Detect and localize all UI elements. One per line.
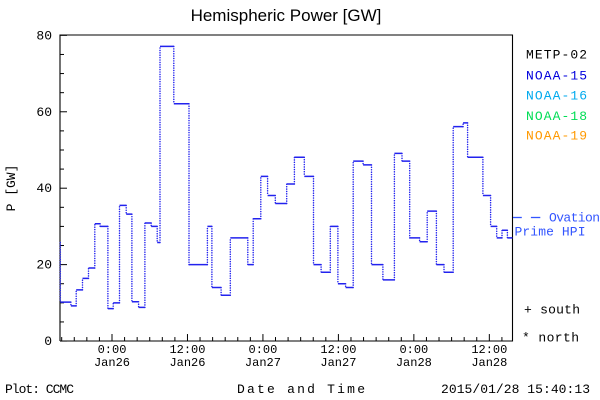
- svg-text:40: 40: [36, 181, 52, 196]
- svg-text:* north: * north: [522, 331, 579, 346]
- svg-text:Jan26: Jan26: [169, 356, 205, 370]
- svg-text:+ south: + south: [524, 303, 580, 318]
- svg-text:NOAA-16: NOAA-16: [526, 89, 587, 104]
- svg-text:60: 60: [36, 105, 52, 120]
- svg-text:P [GW]: P [GW]: [4, 165, 19, 212]
- svg-text:0: 0: [44, 334, 52, 349]
- svg-text:20: 20: [36, 258, 52, 273]
- svg-text:12:00: 12:00: [471, 343, 507, 357]
- svg-text:80: 80: [36, 28, 52, 43]
- svg-text:NOAA-18: NOAA-18: [526, 109, 587, 124]
- svg-text:NOAA-19: NOAA-19: [526, 129, 587, 144]
- svg-text:Jan28: Jan28: [471, 356, 507, 370]
- svg-text:Jan27: Jan27: [245, 356, 281, 370]
- svg-text:Ovation: Ovation: [549, 211, 600, 226]
- svg-text:0:00: 0:00: [98, 343, 127, 357]
- svg-text:Plot: CCMC: Plot: CCMC: [5, 382, 74, 397]
- svg-text:Prime HPI: Prime HPI: [515, 225, 586, 240]
- svg-text:12:00: 12:00: [169, 343, 205, 357]
- svg-text:NOAA-15: NOAA-15: [526, 68, 587, 83]
- svg-text:Jan27: Jan27: [320, 356, 356, 370]
- svg-text:Jan28: Jan28: [396, 356, 432, 370]
- svg-text:Jan26: Jan26: [94, 356, 130, 370]
- svg-text:0:00: 0:00: [399, 343, 428, 357]
- svg-text:Date and Time: Date and Time: [237, 382, 365, 397]
- svg-text:0:00: 0:00: [249, 343, 278, 357]
- svg-text:METP-02: METP-02: [526, 48, 587, 63]
- svg-text:12:00: 12:00: [320, 343, 356, 357]
- svg-text:2015/01/28 15:40:13: 2015/01/28 15:40:13: [441, 382, 590, 397]
